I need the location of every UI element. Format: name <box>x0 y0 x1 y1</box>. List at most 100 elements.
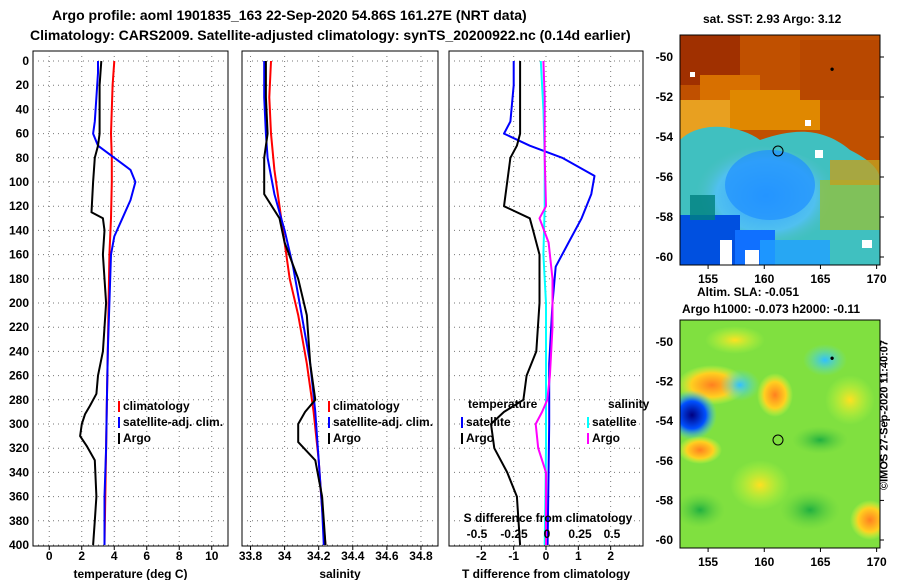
depth-tick-label: 380 <box>9 514 29 528</box>
x-tick-label: 8 <box>176 549 183 563</box>
depth-tick-label: 160 <box>9 248 29 262</box>
depth-tick-label: 240 <box>9 344 29 358</box>
secondary-axis-title: S difference from climatology <box>464 511 633 525</box>
series-line-argo <box>263 61 327 546</box>
legend-label: satellite-adj. clim. <box>123 415 223 429</box>
map-x-tick-label: 160 <box>754 555 774 569</box>
x-tick-label: 0 <box>46 549 53 563</box>
sla-map: • <box>679 319 881 549</box>
depth-tick-label: 40 <box>16 102 30 116</box>
secondary-tick-label: -0.25 <box>500 527 528 541</box>
depth-tick-label: 220 <box>9 320 29 334</box>
secondary-tick-label: 0 <box>544 527 551 541</box>
legend-swatch <box>118 401 120 412</box>
x-tick-label: 0 <box>543 549 550 563</box>
map-y-tick-label: -60 <box>656 250 674 264</box>
x-axis-label: salinity <box>319 567 361 580</box>
map-x-tick-label: 170 <box>867 555 887 569</box>
x-tick-label: -1 <box>508 549 519 563</box>
legend-title-salinity: salinity <box>608 397 650 411</box>
legend-swatch <box>461 417 463 428</box>
secondary-tick-label: -0.5 <box>467 527 488 541</box>
x-tick-label: 4 <box>111 549 118 563</box>
legend-title-temperature: temperature <box>468 397 538 411</box>
depth-tick-label: 180 <box>9 272 29 286</box>
legend-swatch <box>587 417 589 428</box>
map-y-tick-label: -50 <box>656 335 674 349</box>
legend-swatch <box>118 417 120 428</box>
x-tick-label: 10 <box>205 549 219 563</box>
map-y-tick-label: -60 <box>656 533 674 547</box>
map-y-tick-label: -52 <box>656 375 674 389</box>
x-tick-label: 34.4 <box>341 549 365 563</box>
map-y-tick-label: -54 <box>656 414 674 428</box>
x-tick-label: 34.6 <box>375 549 399 563</box>
panel-frame <box>32 50 229 547</box>
map-y-tick-label: -50 <box>656 50 674 64</box>
title-line-2: Climatology: CARS2009. Satellite-adjuste… <box>30 27 631 43</box>
map-x-tick-label: 155 <box>698 555 718 569</box>
map-y-tick-label: -52 <box>656 90 674 104</box>
sla-map-argo-marker <box>772 434 784 446</box>
depth-tick-label: 360 <box>9 490 29 504</box>
depth-tick-label: 140 <box>9 223 29 237</box>
map-x-tick-label: 165 <box>810 272 830 286</box>
depth-tick-label: 120 <box>9 199 29 213</box>
legend-label: satellite-adj. clim. <box>333 415 433 429</box>
x-tick-label: 2 <box>607 549 614 563</box>
map-y-tick-label: -56 <box>656 454 674 468</box>
legend-label: satellite <box>466 415 511 429</box>
map-axes-altimetry-sla-map: 155 160 165 170 -50 -52 -54 -56 -58 -60 <box>656 335 887 569</box>
map-y-tick-label: -58 <box>656 210 674 224</box>
depth-tick-label: 340 <box>9 465 29 479</box>
x-tick-label: 34 <box>278 549 292 563</box>
x-tick-label: 34.2 <box>307 549 331 563</box>
depth-tick-label: 60 <box>16 127 30 141</box>
legend-swatch <box>461 433 463 444</box>
x-tick-label: 6 <box>143 549 150 563</box>
map-x-tick-label: 155 <box>698 272 718 286</box>
map-y-tick-label: -56 <box>656 170 674 184</box>
legend-label: satellite <box>592 415 637 429</box>
legend-label: climatology <box>123 399 190 413</box>
legend-label: climatology <box>333 399 400 413</box>
sst-map: • <box>679 34 881 266</box>
sst-map-title: sat. SST: 2.93 Argo: 3.12 <box>703 12 842 26</box>
map-y-tick-label: -58 <box>656 493 674 507</box>
series-line-argo <box>79 60 108 546</box>
secondary-tick-label: 0.5 <box>604 527 621 541</box>
x-tick-label: 33.8 <box>239 549 263 563</box>
legend-swatch <box>328 401 330 412</box>
depth-tick-label: 200 <box>9 296 29 310</box>
legend-swatch <box>328 417 330 428</box>
series-line-satellite-adj-clim- <box>92 61 137 545</box>
legend-swatch <box>328 433 330 444</box>
depth-tick-label: 400 <box>9 538 29 552</box>
series-line-salinity-argo <box>534 60 554 545</box>
legend-label: Argo <box>592 431 620 445</box>
x-tick-label: 34.8 <box>409 549 433 563</box>
map-x-tick-label: 160 <box>754 272 774 286</box>
legend-label: Argo <box>333 431 361 445</box>
legend-label: Argo <box>466 431 494 445</box>
panel-differences: -2 -1 0 1 2 T difference from climatology temp… <box>448 50 650 580</box>
panel-salinity: 33.8 34 34.2 34.4 34.6 34.8 salinity climatolog… <box>239 50 439 580</box>
legend-swatch <box>118 433 120 444</box>
map-x-tick-label: 165 <box>810 555 830 569</box>
legend-label: Argo <box>123 431 151 445</box>
depth-tick-label: 100 <box>9 175 29 189</box>
x-tick-label: 1 <box>575 549 582 563</box>
depth-tick-label: 0 <box>22 54 29 68</box>
series-line-temperature-satellite <box>503 61 596 546</box>
depth-tick-label: 260 <box>9 369 29 383</box>
depth-tick-label: 20 <box>16 78 30 92</box>
series-line-temperature-argo <box>490 61 541 546</box>
map-x-tick-label: 170 <box>867 272 887 286</box>
depth-tick-label: 320 <box>9 441 29 455</box>
depth-tick-label: 280 <box>9 393 29 407</box>
sst-map-argo-marker <box>772 145 784 157</box>
svg-text:•: • <box>830 351 834 365</box>
map-y-tick-label: -54 <box>656 130 674 144</box>
x-tick-label: 2 <box>78 549 85 563</box>
title-line-1: Argo profile: aoml 1901835_163 22-Sep-20… <box>52 7 527 23</box>
